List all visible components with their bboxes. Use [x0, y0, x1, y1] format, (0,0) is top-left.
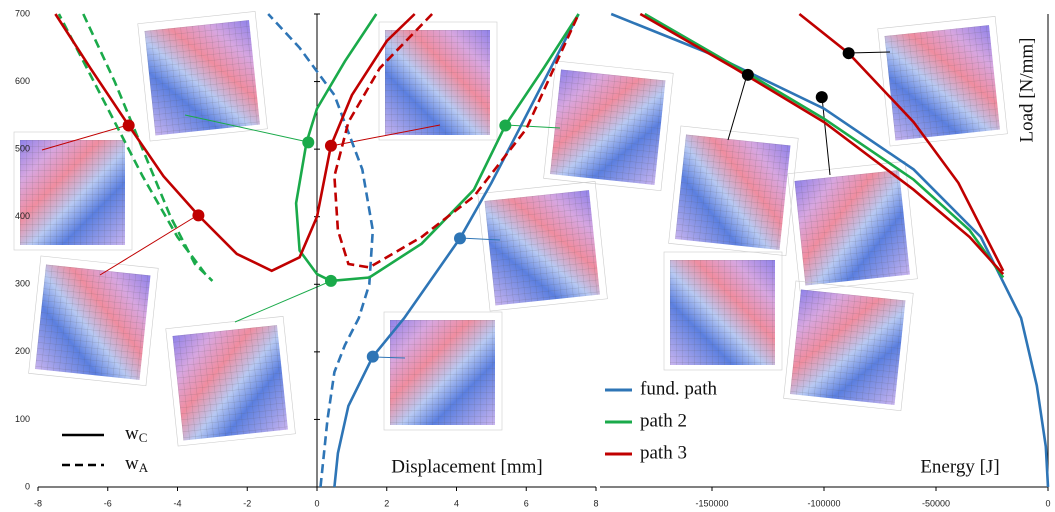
x-tick-label: -6	[104, 498, 112, 508]
point-marker	[454, 232, 466, 244]
x-tick-label: 0	[314, 498, 319, 508]
inset-mesh	[485, 190, 600, 305]
point-marker	[325, 140, 337, 152]
x-tick-label: -4	[173, 498, 181, 508]
y-tick-label: 700	[15, 8, 30, 18]
y-tick-label: 600	[15, 76, 30, 86]
surface-inset	[166, 316, 296, 446]
point-marker	[367, 351, 379, 363]
y-axis-label: Load [N/mm]	[1016, 37, 1037, 142]
surface-inset	[29, 256, 159, 386]
surface-inset	[544, 61, 674, 191]
x-tick-label: -8	[34, 498, 42, 508]
style-symbol: w	[125, 423, 139, 444]
inset-mesh	[550, 70, 665, 185]
x-tick-label: -100000	[807, 498, 840, 508]
inset-mesh	[145, 20, 260, 135]
leader-line	[505, 125, 560, 128]
point-marker	[123, 119, 135, 131]
style-symbol: w	[125, 453, 139, 474]
x-axis-label: Energy [J]	[920, 456, 999, 477]
surface-inset	[14, 132, 132, 250]
legend-label: fund. path	[640, 378, 718, 399]
legend-label: path 3	[640, 442, 687, 463]
x-tick-label: -150000	[695, 498, 728, 508]
figure: -8 -6 -4 -2 0 2 4 6 8 0 100 200 300 400 500 600 700 Displ…	[0, 0, 1055, 512]
y-tick-label: 200	[15, 346, 30, 356]
point-marker	[499, 119, 511, 131]
surface-inset	[784, 281, 914, 411]
surface-insets	[14, 11, 1007, 446]
surface-inset	[379, 22, 497, 140]
inset-mesh	[675, 135, 790, 250]
y-tick-label: 400	[15, 211, 30, 221]
style-label: wC	[125, 423, 147, 445]
x-tick-label: 4	[454, 498, 459, 508]
inset-mesh	[20, 140, 125, 245]
inset-mesh	[173, 325, 288, 440]
x-tick-label: 8	[593, 498, 598, 508]
point-marker	[325, 275, 337, 287]
surface-inset	[138, 11, 268, 141]
point-marker	[816, 91, 828, 103]
y-tick-label: 300	[15, 279, 30, 289]
x-axis-label: Displacement [mm]	[391, 456, 542, 477]
inset-mesh	[390, 320, 495, 425]
surface-inset	[878, 16, 1008, 146]
x-tick-label: 0	[1045, 498, 1050, 508]
style-label: wA	[125, 453, 149, 475]
style-subscript: C	[139, 430, 148, 445]
leader-line	[728, 75, 747, 140]
style-subscript: A	[139, 460, 149, 475]
x-tick-label: 6	[524, 498, 529, 508]
surface-inset	[669, 126, 799, 256]
y-tick-label: 100	[15, 414, 30, 424]
inset-mesh	[35, 265, 150, 380]
legend-label: path 2	[640, 410, 687, 431]
x-tick-label: 2	[384, 498, 389, 508]
y-tick-label: 0	[25, 481, 30, 491]
x-tick-label: -50000	[922, 498, 950, 508]
surface-inset	[664, 252, 782, 370]
inset-mesh	[790, 290, 905, 405]
point-marker	[742, 69, 754, 81]
point-marker	[302, 136, 314, 148]
y-tick-label: 500	[15, 144, 30, 154]
point-marker	[192, 209, 204, 221]
surface-inset	[478, 181, 608, 311]
inset-mesh	[885, 25, 1000, 140]
surface-inset	[384, 312, 502, 430]
point-marker	[843, 47, 855, 59]
inset-mesh	[670, 260, 775, 365]
surface-inset	[788, 161, 918, 291]
inset-mesh	[795, 170, 910, 285]
x-tick-label: -2	[243, 498, 251, 508]
